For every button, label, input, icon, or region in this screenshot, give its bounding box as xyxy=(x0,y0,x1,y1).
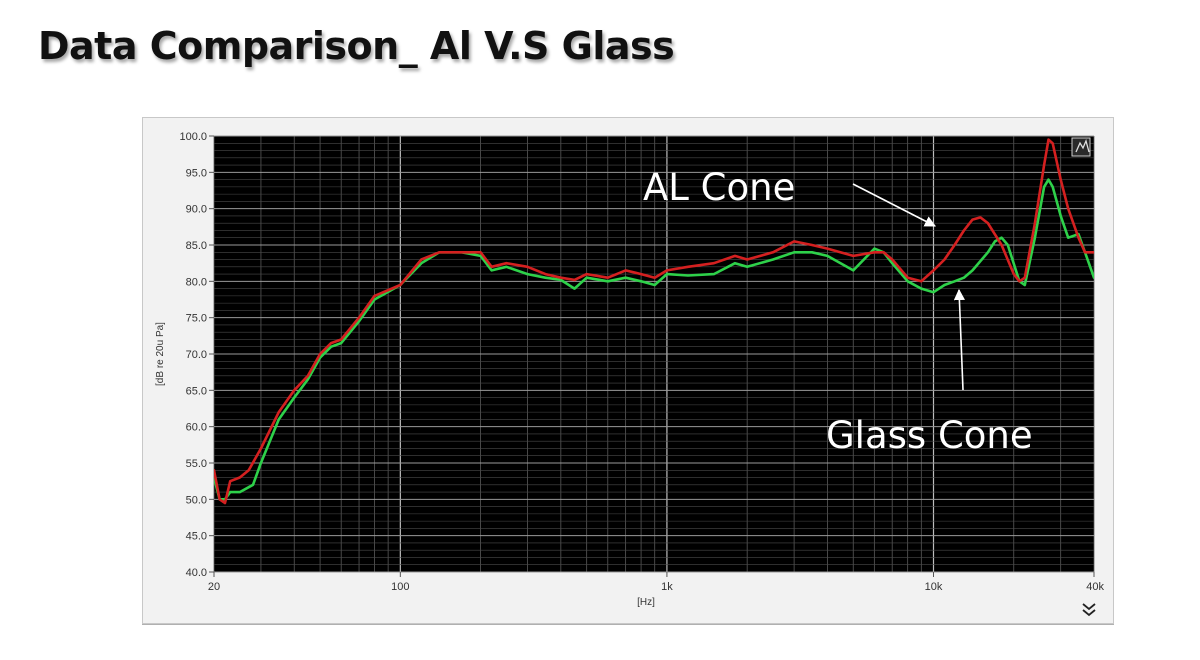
x-tick-label: 40k xyxy=(1086,581,1104,593)
x-tick-label: 100 xyxy=(391,581,409,593)
y-tick-label: 75.0 xyxy=(186,313,207,325)
x-tick-label: 10k xyxy=(925,581,943,593)
y-tick-label: 80.0 xyxy=(186,276,207,288)
y-tick-label: 70.0 xyxy=(186,349,207,361)
grid xyxy=(213,135,1095,573)
y-tick-label: 40.0 xyxy=(186,567,207,579)
y-tick-label: 85.0 xyxy=(186,240,207,252)
chart-svg: 100.0 95.0 90.0 85.0 80.0 75.0 70.0 65.0 60.0 55.… xyxy=(155,131,1104,617)
y-tick-label: 100.0 xyxy=(179,131,207,143)
y-tick-label: 95.0 xyxy=(186,167,207,179)
y-tick-label: 65.0 xyxy=(186,385,207,397)
glass-series-line xyxy=(214,178,1094,501)
y-tick-label: 50.0 xyxy=(186,494,207,506)
y-tick-label: 45.0 xyxy=(186,531,207,543)
x-tick-label: 1k xyxy=(661,581,673,593)
glass-cone-arrow xyxy=(953,288,965,391)
frequency-response-chart: 100.0 95.0 90.0 85.0 80.0 75.0 70.0 65.0 60.0 55.… xyxy=(142,117,1114,624)
y-tick-label: 60.0 xyxy=(186,422,207,434)
y-axis-label: [dB re 20u Pa] xyxy=(155,322,166,386)
glass-cone-annotation: Glass Cone xyxy=(826,414,1033,457)
al-cone-annotation: AL Cone xyxy=(643,166,795,209)
al-cone-arrow xyxy=(852,183,936,227)
y-tick-label: 55.0 xyxy=(186,458,207,470)
al-series-line xyxy=(214,138,1094,505)
x-axis-label: [Hz] xyxy=(637,597,655,608)
x-tick-label: 20 xyxy=(208,581,220,593)
graph-palette-icon xyxy=(1071,137,1091,157)
y-tick-label: 90.0 xyxy=(186,204,207,216)
series-group xyxy=(214,138,1094,505)
slide-title: Data Comparison_ Al V.S Glass xyxy=(38,24,675,68)
double-chevron-down-icon xyxy=(1082,603,1096,617)
